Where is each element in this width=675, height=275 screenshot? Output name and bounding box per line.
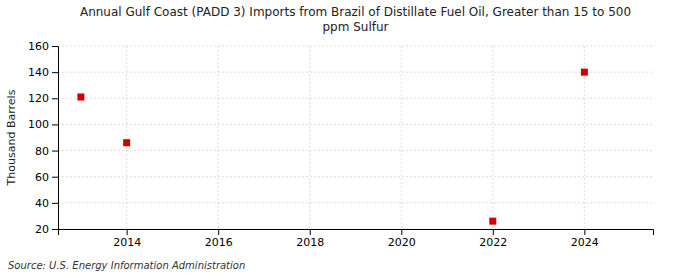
y-axis-tick: 120 <box>28 92 58 105</box>
x-axis-tick: 2016 <box>205 229 233 249</box>
y-axis-tick-mark <box>52 98 58 99</box>
x-axis: 2014 2016 2018 2020 2022 2024 <box>59 229 654 249</box>
grid-line-y <box>58 124 653 125</box>
y-axis-tick-mark <box>52 177 58 178</box>
grid <box>58 46 653 229</box>
point <box>581 69 588 76</box>
grid-line-y <box>58 46 653 47</box>
title-line: Annual Gulf Coast (PADD 3) Imports from … <box>80 5 631 19</box>
grid-line-y <box>58 150 653 151</box>
y-axis-tick-mark <box>52 46 58 47</box>
chart-svg: 2014 2016 2018 2020 2022 2024 20 40 60 80 100 120 14… <box>0 0 675 275</box>
y-axis: 20 40 60 80 100 120 140 160 <box>28 40 59 236</box>
x-axis-tick: 2014 <box>113 229 141 249</box>
y-axis-tick-label: 60 <box>35 171 49 184</box>
x-axis-tick-mark <box>127 229 128 235</box>
y-axis-tick: 40 <box>35 197 58 210</box>
x-axis-tick-mark <box>401 229 402 235</box>
title-line: ppm Sulfur <box>322 20 388 34</box>
y-axis-tick-label: 100 <box>28 118 49 131</box>
chart-container: 2014 2016 2018 2020 2022 2024 20 40 60 80 100 120 14… <box>0 0 675 275</box>
x-axis-tick-label: 2020 <box>388 236 416 249</box>
title: Annual Gulf Coast (PADD 3) Imports from … <box>80 5 631 34</box>
y-axis-tick-label: 40 <box>35 197 49 210</box>
y-axis-tick-label: 120 <box>28 92 49 105</box>
x-axis-tick-label: 2018 <box>296 236 324 249</box>
y-axis-tick: 140 <box>28 66 58 79</box>
x-axis-tick: 2020 <box>388 229 416 249</box>
grid-line-x <box>309 46 310 229</box>
y-axis-tick-mark <box>52 151 58 152</box>
grid-line-x <box>492 46 493 229</box>
grid-line-x <box>218 46 219 229</box>
x-axis-tick-label: 2024 <box>571 236 599 249</box>
y-axis-tick: 20 <box>35 223 58 236</box>
y-axis-tick-label: 140 <box>28 66 49 79</box>
grid-line-y <box>58 98 653 99</box>
points <box>77 69 587 225</box>
y-axis-tick-label: 80 <box>35 145 49 158</box>
plot-area: 2014 2016 2018 2020 2022 2024 20 40 60 80 100 120 14… <box>28 40 654 249</box>
point <box>77 93 84 100</box>
grid-line-y <box>58 202 653 203</box>
y-axis-tick-mark <box>52 72 58 73</box>
grid-line-x <box>126 46 127 229</box>
x-axis-tick: 2018 <box>296 229 324 249</box>
y-axis-tick-label: 20 <box>35 223 49 236</box>
grid-line-x <box>401 46 402 229</box>
y-axis-tick-mark <box>52 124 58 125</box>
grid-line-y <box>58 72 653 73</box>
x-axis-tick-mark <box>218 229 219 235</box>
x-axis-tick: 2024 <box>571 229 599 249</box>
annotation: Source: U.S. Energy Information Administ… <box>8 260 245 271</box>
point <box>123 139 130 146</box>
y-axis-label: Thousand Barrels <box>5 89 18 186</box>
y-axis-tick-mark <box>52 229 58 230</box>
y-axis-tick: 160 <box>28 40 58 53</box>
grid-line-y <box>58 176 653 177</box>
point <box>489 218 496 225</box>
x-axis-tick-mark <box>584 229 585 235</box>
x-axis-tick: 2022 <box>479 229 507 249</box>
x-axis-tick-mark <box>493 229 494 235</box>
y-axis-tick: 60 <box>35 171 58 184</box>
x-axis-domain <box>59 230 654 236</box>
y-axis-tick-mark <box>52 203 58 204</box>
y-axis-tick: 100 <box>28 118 58 131</box>
x-axis-tick-mark <box>310 229 311 235</box>
x-axis-tick-label: 2016 <box>205 236 233 249</box>
y-axis-domain <box>52 47 59 230</box>
y-axis-tick-label: 160 <box>28 40 49 53</box>
y-axis-tick: 80 <box>35 145 58 158</box>
x-axis-tick-label: 2014 <box>113 236 141 249</box>
x-axis-tick-label: 2022 <box>479 236 507 249</box>
